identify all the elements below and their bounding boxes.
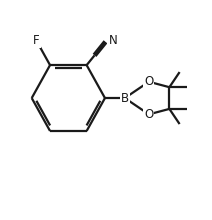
- Text: N: N: [108, 34, 117, 47]
- Text: O: O: [144, 108, 153, 121]
- Text: B: B: [121, 92, 129, 104]
- Text: O: O: [144, 75, 153, 88]
- Text: F: F: [33, 34, 40, 47]
